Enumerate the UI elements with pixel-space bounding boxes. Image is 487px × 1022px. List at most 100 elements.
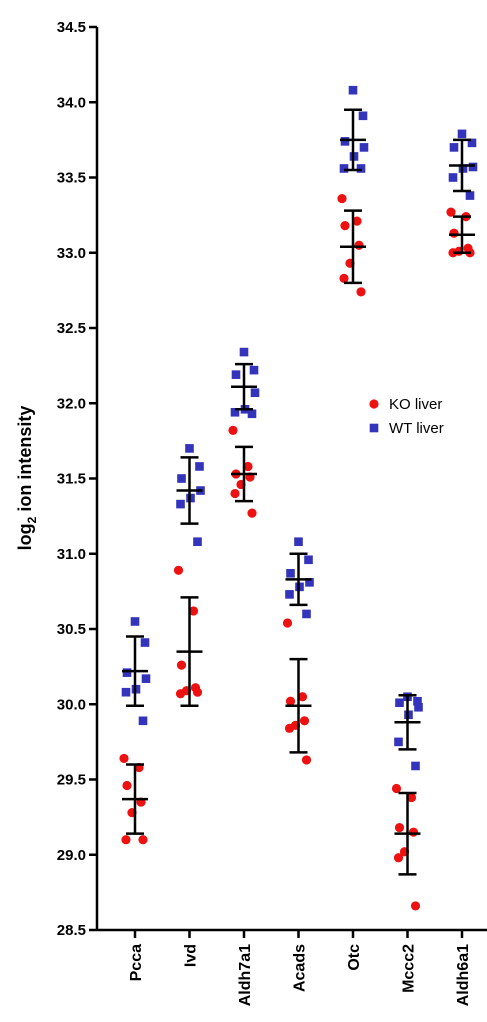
- wt-liver-point: [348, 85, 358, 95]
- ko-liver-point: [410, 901, 421, 911]
- y-tick-label: 34.0: [57, 94, 86, 111]
- ko-liver-point: [173, 565, 184, 575]
- ko-liver-point: [228, 425, 238, 435]
- wt-liver-point: [413, 696, 422, 706]
- ko-liver-point: [354, 240, 364, 250]
- ko-liver-point: [449, 228, 459, 238]
- ko-liver-point: [176, 660, 187, 670]
- wt-liver-point: [359, 143, 369, 152]
- wt-mean-sd-mccc2: [394, 693, 421, 751]
- legend: KO liver WT liver: [369, 396, 444, 437]
- y-tick-label: 31.5: [57, 471, 86, 488]
- wt-liver-point: [285, 590, 294, 599]
- ko-liver-point: [393, 853, 404, 863]
- ko-liver-point: [122, 780, 132, 791]
- wt-liver-point: [130, 617, 140, 626]
- ko-liver-point: [406, 792, 417, 803]
- wt-liver-point: [250, 388, 260, 398]
- wt-liver-point: [457, 129, 467, 139]
- wt-liver-point: [230, 407, 240, 417]
- category-label-aldh6a1: Aldh6a1: [455, 944, 472, 1006]
- ko-mean-sd-acads: [285, 657, 312, 754]
- wt-liver-point: [231, 370, 241, 379]
- wt-liver-point: [195, 462, 204, 471]
- category-label-acads: Acads: [292, 944, 309, 992]
- y-tick-label: 32.5: [57, 320, 86, 337]
- wt-liver-point: [177, 474, 186, 483]
- wt-liver-point: [249, 365, 259, 375]
- ko-mean-sd-mccc2: [394, 791, 421, 876]
- wt-mean-sd-ivd: [176, 456, 203, 525]
- wt-liver-point: [340, 137, 350, 146]
- y-axis-title: log2 ion intensity: [15, 406, 39, 551]
- ko-liver-point: [339, 273, 349, 283]
- wt-liver-point: [395, 698, 404, 708]
- wt-liver-point: [121, 687, 131, 697]
- legend-ko-marker: [369, 399, 379, 409]
- ko-liver-point: [284, 723, 295, 733]
- ko-mean-sd-otc: [340, 209, 366, 285]
- wt-liver-point: [356, 164, 366, 173]
- ko-liver-point: [121, 835, 131, 845]
- category-label-aldh7a1: Aldh7a1: [237, 944, 254, 1006]
- ko-liver-point: [408, 827, 419, 837]
- ko-liver-point: [352, 216, 362, 226]
- ko-liver-point: [391, 783, 402, 794]
- y-axis: 28.5 29.0 29.5 30.0 30.5 31.0 31.5 32.0 32.5 33.0…: [57, 19, 99, 939]
- y-tick-label: 30.0: [57, 696, 86, 713]
- wt-liver-point: [286, 569, 295, 578]
- ko-liver-point: [337, 193, 347, 204]
- wt-liver-point: [176, 499, 185, 509]
- ko-liver-point: [285, 696, 296, 706]
- wt-liver-point: [414, 702, 423, 712]
- y-tick-label: 33.0: [57, 245, 86, 262]
- y-tick-label: 31.0: [57, 546, 86, 563]
- wt-liver-point: [138, 716, 148, 726]
- wt-liver-point: [239, 347, 249, 357]
- data-marks: [119, 85, 478, 911]
- x-axis: Pcca Ivd Aldh7a1 Acads Otc Mccc2 Aldh6a1: [97, 928, 487, 1006]
- ko-liver-point: [243, 461, 253, 472]
- wt-liver-point: [247, 409, 257, 419]
- ko-liver-point: [356, 287, 366, 297]
- ko-liver-point: [282, 618, 293, 628]
- ko-liver-point: [340, 221, 350, 231]
- wt-mean-sd-aldh7a1: [231, 362, 257, 411]
- ko-liver-point: [230, 488, 240, 499]
- y-axis-title-rest: ion intensity: [15, 406, 35, 517]
- ko-liver-point: [119, 753, 129, 764]
- wt-liver-point: [305, 578, 314, 587]
- ko-liver-point: [175, 689, 186, 699]
- category-label-ivd: Ivd: [183, 944, 200, 967]
- legend-wt-marker: [369, 423, 379, 433]
- legend-ko-label: KO liver: [389, 396, 442, 413]
- category-label-pcca: Pcca: [128, 944, 145, 981]
- ko-liver-point: [446, 207, 456, 217]
- ko-liver-point: [188, 606, 199, 616]
- wt-liver-point: [185, 444, 194, 453]
- wt-liver-point: [304, 555, 313, 565]
- y-tick-label: 30.5: [57, 621, 86, 638]
- wt-liver-point: [302, 609, 311, 619]
- wt-mean-sd-aldh6a1: [449, 138, 475, 193]
- category-label-otc: Otc: [346, 944, 363, 971]
- wt-liver-point: [467, 138, 477, 148]
- y-tick-label: 34.5: [57, 19, 86, 36]
- ko-liver-point: [301, 755, 312, 765]
- ko-mean-sd-aldh7a1: [231, 445, 257, 503]
- ko-mean-sd-aldh6a1: [449, 215, 475, 254]
- y-axis-title-subscript: 2: [25, 516, 39, 523]
- wt-liver-point: [358, 111, 368, 121]
- wt-liver-point: [294, 537, 303, 547]
- wt-liver-point: [122, 668, 132, 677]
- y-axis-title-main: log: [15, 523, 35, 550]
- y-tick-label: 29.0: [57, 847, 86, 864]
- category-label-mccc2: Mccc2: [401, 944, 418, 993]
- wt-liver-point: [140, 638, 150, 647]
- wt-liver-point: [141, 674, 151, 683]
- y-tick-label: 33.5: [57, 170, 86, 187]
- ko-liver-point: [247, 508, 257, 518]
- ko-liver-point: [192, 687, 203, 697]
- wt-liver-point: [449, 143, 459, 152]
